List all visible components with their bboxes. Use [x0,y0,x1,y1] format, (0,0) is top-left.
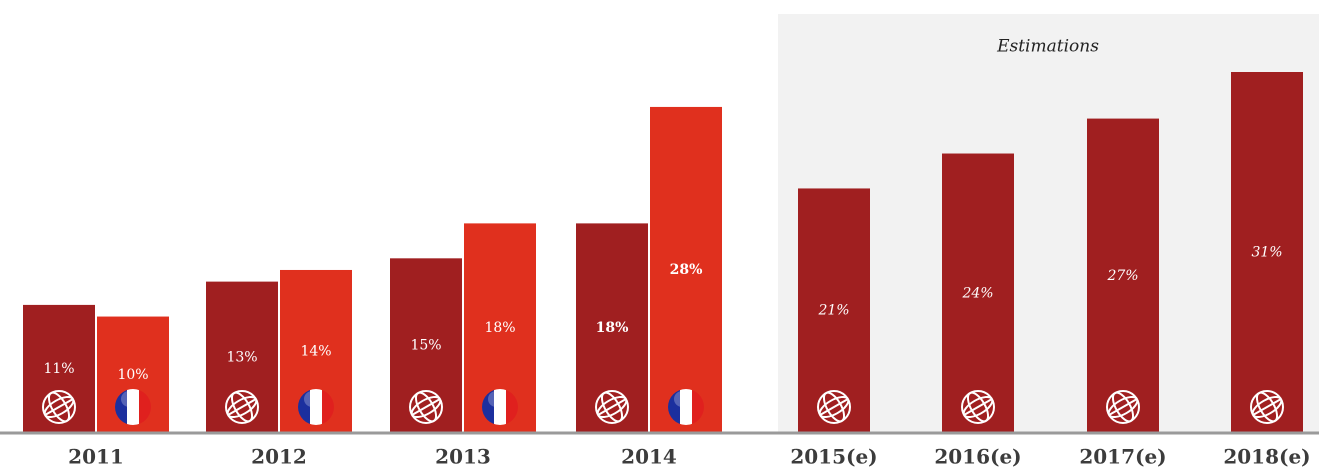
flag-blue [115,389,127,425]
flag-blue [668,389,680,425]
bar [650,106,722,433]
globe-outline [961,390,995,424]
globe-axis [227,398,257,416]
flag-white [310,389,322,425]
flag-red [322,389,334,425]
flag-red [506,389,518,425]
value-label: 11% [43,361,74,377]
x-tick-label: 2013 [435,445,491,469]
x-tick-label: 2016(e) [934,445,1021,469]
flag-blue [482,389,494,425]
flag-white [680,389,692,425]
flag-icon [482,389,518,425]
flag-shine [674,391,690,407]
bars [23,72,1303,434]
globe-icon [961,390,995,424]
x-tick-label: 2014 [621,445,677,469]
value-label: 14% [300,343,331,359]
flag-red [692,389,704,425]
bar [942,153,1014,434]
bar [390,258,462,433]
bar [1087,118,1159,434]
globe-icon [1106,390,1140,424]
globe-axis [597,398,627,416]
flag-shine [121,391,137,407]
globe-axis [44,398,74,416]
bar [1231,72,1303,433]
globe-axis [411,398,441,416]
flag-shine [488,391,504,407]
value-label: 10% [117,367,148,383]
value-label: 18% [484,320,515,336]
value-label: 24% [961,285,993,301]
value-label: 28% [670,262,703,278]
flag-icon [298,389,334,425]
bar [798,188,870,433]
globe-axis [819,398,849,416]
globe-outline [1250,390,1284,424]
globe-axis [963,398,993,416]
value-label: 21% [817,303,849,319]
globe-axis [1252,398,1282,416]
x-tick-label: 2012 [251,445,307,469]
flag-red [139,389,151,425]
globe-icon [42,390,76,424]
bar [23,304,95,433]
value-label: 27% [1106,268,1138,284]
globe-outline [1106,390,1140,424]
globe-outline [595,390,629,424]
flag-white [494,389,506,425]
globe-icon [595,390,629,424]
value-label: 13% [226,349,257,365]
globe-icon [225,390,259,424]
flag-icon [668,389,704,425]
x-tick-label: 2015(e) [790,445,877,469]
globe-axis [1108,398,1138,416]
globe-outline [42,390,76,424]
x-tick-label: 2017(e) [1079,445,1166,469]
x-tick-label: 2018(e) [1223,445,1310,469]
globe-outline [225,390,259,424]
annotation: Estimations [996,37,1099,57]
value-label: 15% [410,338,441,354]
globe-icon [1250,390,1284,424]
x-tick-label: 2011 [68,445,124,469]
globe-icon [409,390,443,424]
value-label: 31% [1251,245,1282,261]
value-label: 18% [596,320,629,336]
flag-icon [115,389,151,425]
flag-blue [298,389,310,425]
globe-outline [817,390,851,424]
globe-icon [817,390,851,424]
flag-white [127,389,139,425]
flag-shine [304,391,320,407]
globe-outline [409,390,443,424]
